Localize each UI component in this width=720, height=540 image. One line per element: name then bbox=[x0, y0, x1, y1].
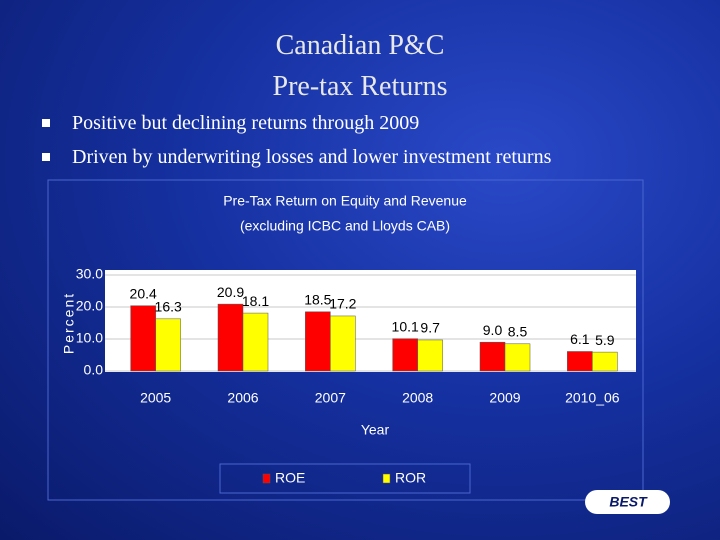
bar bbox=[567, 351, 593, 372]
y-tick-label: 20.0 bbox=[76, 298, 103, 314]
logo bbox=[585, 490, 670, 514]
legend-label: ROR bbox=[395, 470, 426, 486]
legend-label: ROE bbox=[275, 470, 305, 486]
bullet: Positive but declining returns through 2… bbox=[72, 112, 420, 134]
bar bbox=[417, 339, 443, 372]
value-label: 6.1 bbox=[570, 331, 590, 347]
y-tick-label: 10.0 bbox=[76, 330, 103, 346]
x-tick-label: 2009 bbox=[489, 390, 520, 406]
logo-text: BEST bbox=[609, 494, 648, 510]
x-tick-label: 2010_06 bbox=[565, 390, 620, 406]
slide-title: Pre-tax Returns bbox=[272, 71, 448, 102]
value-label: 16.3 bbox=[155, 299, 182, 315]
value-label: 9.7 bbox=[420, 320, 440, 336]
x-tick-label: 2006 bbox=[227, 390, 258, 406]
legend-marker bbox=[382, 473, 391, 484]
value-label: 20.4 bbox=[130, 285, 157, 301]
value-label: 10.1 bbox=[392, 318, 419, 334]
value-label: 5.9 bbox=[595, 332, 615, 348]
bar bbox=[392, 338, 418, 372]
value-label: 17.2 bbox=[329, 296, 356, 312]
y-axis-label: Percent bbox=[61, 292, 77, 354]
bar bbox=[592, 351, 618, 372]
chart-frame bbox=[47, 179, 644, 501]
bar bbox=[305, 311, 331, 372]
bar bbox=[479, 341, 506, 372]
bar bbox=[242, 312, 269, 372]
value-label: 9.0 bbox=[483, 322, 503, 338]
value-label: 18.5 bbox=[304, 292, 331, 308]
chart-title: Pre-Tax Return on Equity and Revenue bbox=[223, 193, 467, 209]
chart-subtitle: (excluding ICBC and Lloyds CAB) bbox=[240, 218, 450, 234]
y-tick-label: 0.0 bbox=[84, 362, 104, 378]
bullet-marker bbox=[42, 119, 50, 127]
bar bbox=[330, 315, 356, 372]
bar bbox=[155, 318, 181, 372]
x-tick-label: 2007 bbox=[315, 390, 346, 406]
bar bbox=[504, 343, 531, 372]
y-tick-label: 30.0 bbox=[76, 266, 103, 282]
x-tick-label: 2005 bbox=[140, 390, 171, 406]
legend bbox=[219, 463, 471, 494]
plot-area bbox=[105, 270, 636, 372]
bar bbox=[130, 305, 156, 372]
bullet: Driven by underwriting losses and lower … bbox=[72, 146, 552, 168]
value-label: 8.5 bbox=[508, 324, 528, 340]
bullet-marker bbox=[42, 153, 50, 161]
bar bbox=[217, 303, 244, 372]
x-axis-label: Year bbox=[361, 422, 390, 438]
x-tick-label: 2008 bbox=[402, 390, 433, 406]
legend-marker bbox=[262, 473, 271, 484]
slide-title: Canadian P&C bbox=[275, 30, 445, 61]
value-label: 20.9 bbox=[217, 284, 244, 300]
value-label: 18.1 bbox=[242, 293, 269, 309]
